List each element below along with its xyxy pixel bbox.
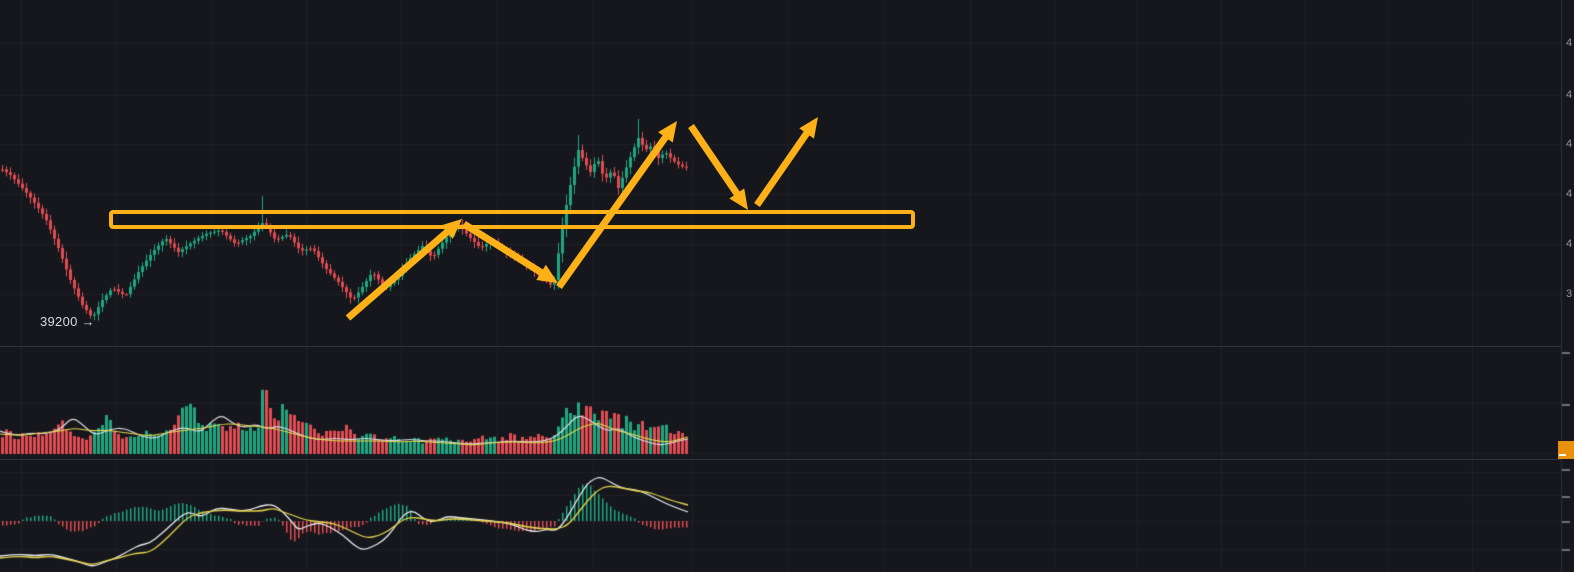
price-axis-label: 4	[1566, 89, 1573, 101]
pane-separator-price-volume[interactable]	[0, 346, 1561, 347]
price-axis-label: 4	[1566, 37, 1573, 49]
price-axis-label: 4	[1566, 238, 1573, 250]
price-axis-label: 4	[1566, 188, 1573, 200]
price-axis-label: 4	[1566, 138, 1573, 150]
price-note-label[interactable]: 39200 →	[40, 314, 95, 329]
volume-value-label	[1558, 441, 1574, 459]
pane-separator-volume-macd[interactable]	[0, 459, 1561, 460]
price-axis-label: 3	[1566, 288, 1573, 300]
volume-value-text-fragment	[1559, 454, 1566, 456]
price-axis[interactable]: 4 4 4 4 4 3	[1561, 0, 1574, 572]
